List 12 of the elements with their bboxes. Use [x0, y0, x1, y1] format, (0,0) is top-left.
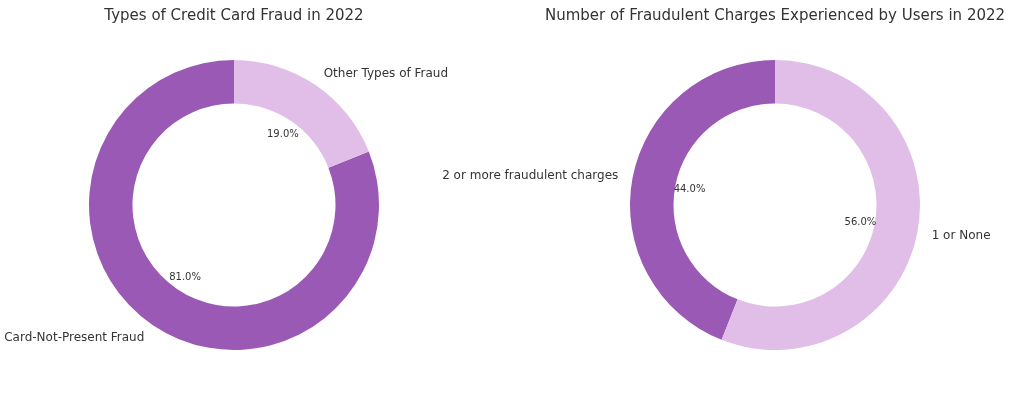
data-label: 81.0%	[169, 271, 201, 283]
donut-slice	[721, 60, 920, 350]
data-label: 19.0%	[267, 127, 299, 139]
donut-slice	[630, 60, 775, 340]
slice-label: 1 or None	[931, 228, 991, 243]
slice-label: 2 or more fraudulent charges	[442, 168, 619, 183]
data-label: 44.0%	[673, 183, 706, 195]
slice-label: Other Types of Fraud	[323, 66, 449, 81]
chart-title: Types of Credit Card Fraud in 2022	[103, 6, 364, 24]
slice-label: Card-Not-Present Fraud	[4, 330, 145, 345]
chart-title: Number of Fraudulent Charges Experienced by Users in 2022	[544, 6, 1006, 24]
data-label: 56.0%	[844, 215, 877, 227]
